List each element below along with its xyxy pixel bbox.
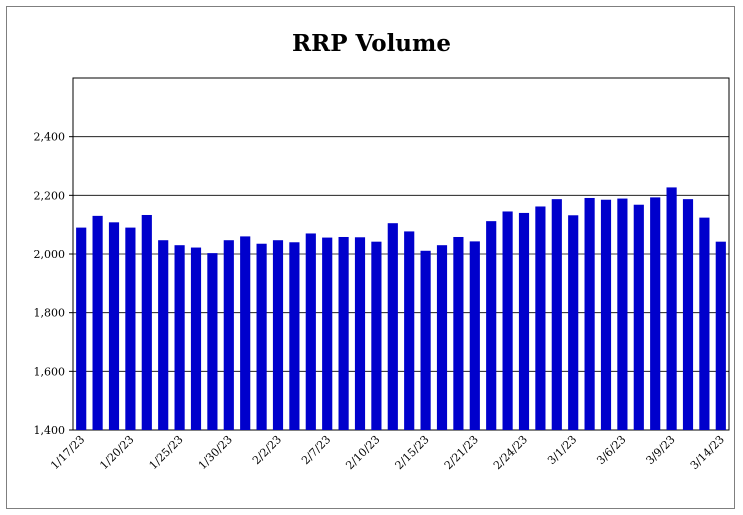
bar <box>76 227 87 430</box>
y-tick-label: 2,000 <box>34 248 66 261</box>
y-tick-label: 1,800 <box>34 307 66 320</box>
bar <box>584 197 595 430</box>
bar <box>699 217 710 430</box>
bar <box>650 197 661 430</box>
bar <box>125 227 136 430</box>
y-tick-label: 2,200 <box>34 189 66 202</box>
bar <box>158 240 169 430</box>
x-tick-label: 1/30/23 <box>196 433 235 472</box>
x-tick-label: 3/1/23 <box>545 433 579 467</box>
bar <box>617 198 628 430</box>
bar <box>633 204 644 430</box>
bar <box>453 236 464 430</box>
x-tick-label: 2/2/23 <box>250 433 284 467</box>
bar <box>256 243 267 430</box>
bar <box>535 206 546 430</box>
bar <box>486 221 497 430</box>
bar <box>502 211 513 430</box>
x-tick-label: 2/24/23 <box>491 433 530 472</box>
y-tick-label: 2,400 <box>34 131 66 144</box>
bar <box>322 237 333 430</box>
bar <box>715 241 726 430</box>
x-tick-label: 3/6/23 <box>594 433 628 467</box>
bar <box>420 250 431 430</box>
x-tick-label: 2/21/23 <box>442 433 481 472</box>
x-tick-label: 2/15/23 <box>393 433 432 472</box>
bar <box>207 253 218 430</box>
bar <box>518 212 530 430</box>
bar <box>387 223 398 430</box>
bar <box>141 214 152 430</box>
bar <box>568 215 579 430</box>
x-tick-label: 3/14/23 <box>688 433 727 472</box>
bar <box>682 199 694 430</box>
bar <box>371 241 382 430</box>
bar <box>666 187 677 430</box>
chart-title: RRP Volume <box>291 30 452 57</box>
bar <box>469 241 480 430</box>
bar <box>305 233 316 430</box>
x-tick-label: 2/10/23 <box>343 433 382 472</box>
bar <box>600 199 612 430</box>
bar <box>92 215 103 430</box>
x-tick-label: 2/7/23 <box>299 433 333 467</box>
x-tick-label: 1/25/23 <box>147 433 186 472</box>
bar <box>404 231 415 430</box>
x-tick-label: 3/9/23 <box>643 433 677 467</box>
x-tick-label: 1/20/23 <box>97 433 136 472</box>
y-tick-label: 1,600 <box>34 365 66 378</box>
y-tick-label: 1,400 <box>34 424 66 437</box>
bar <box>289 242 300 430</box>
bar <box>108 222 120 430</box>
bar <box>190 247 202 430</box>
bar <box>338 236 349 430</box>
bar <box>272 240 284 430</box>
bar <box>436 245 448 430</box>
bar <box>354 237 366 430</box>
bar <box>240 236 251 430</box>
bar <box>223 240 234 430</box>
bar <box>174 245 185 430</box>
bar <box>551 199 562 430</box>
x-tick-label: 1/17/23 <box>48 433 87 472</box>
